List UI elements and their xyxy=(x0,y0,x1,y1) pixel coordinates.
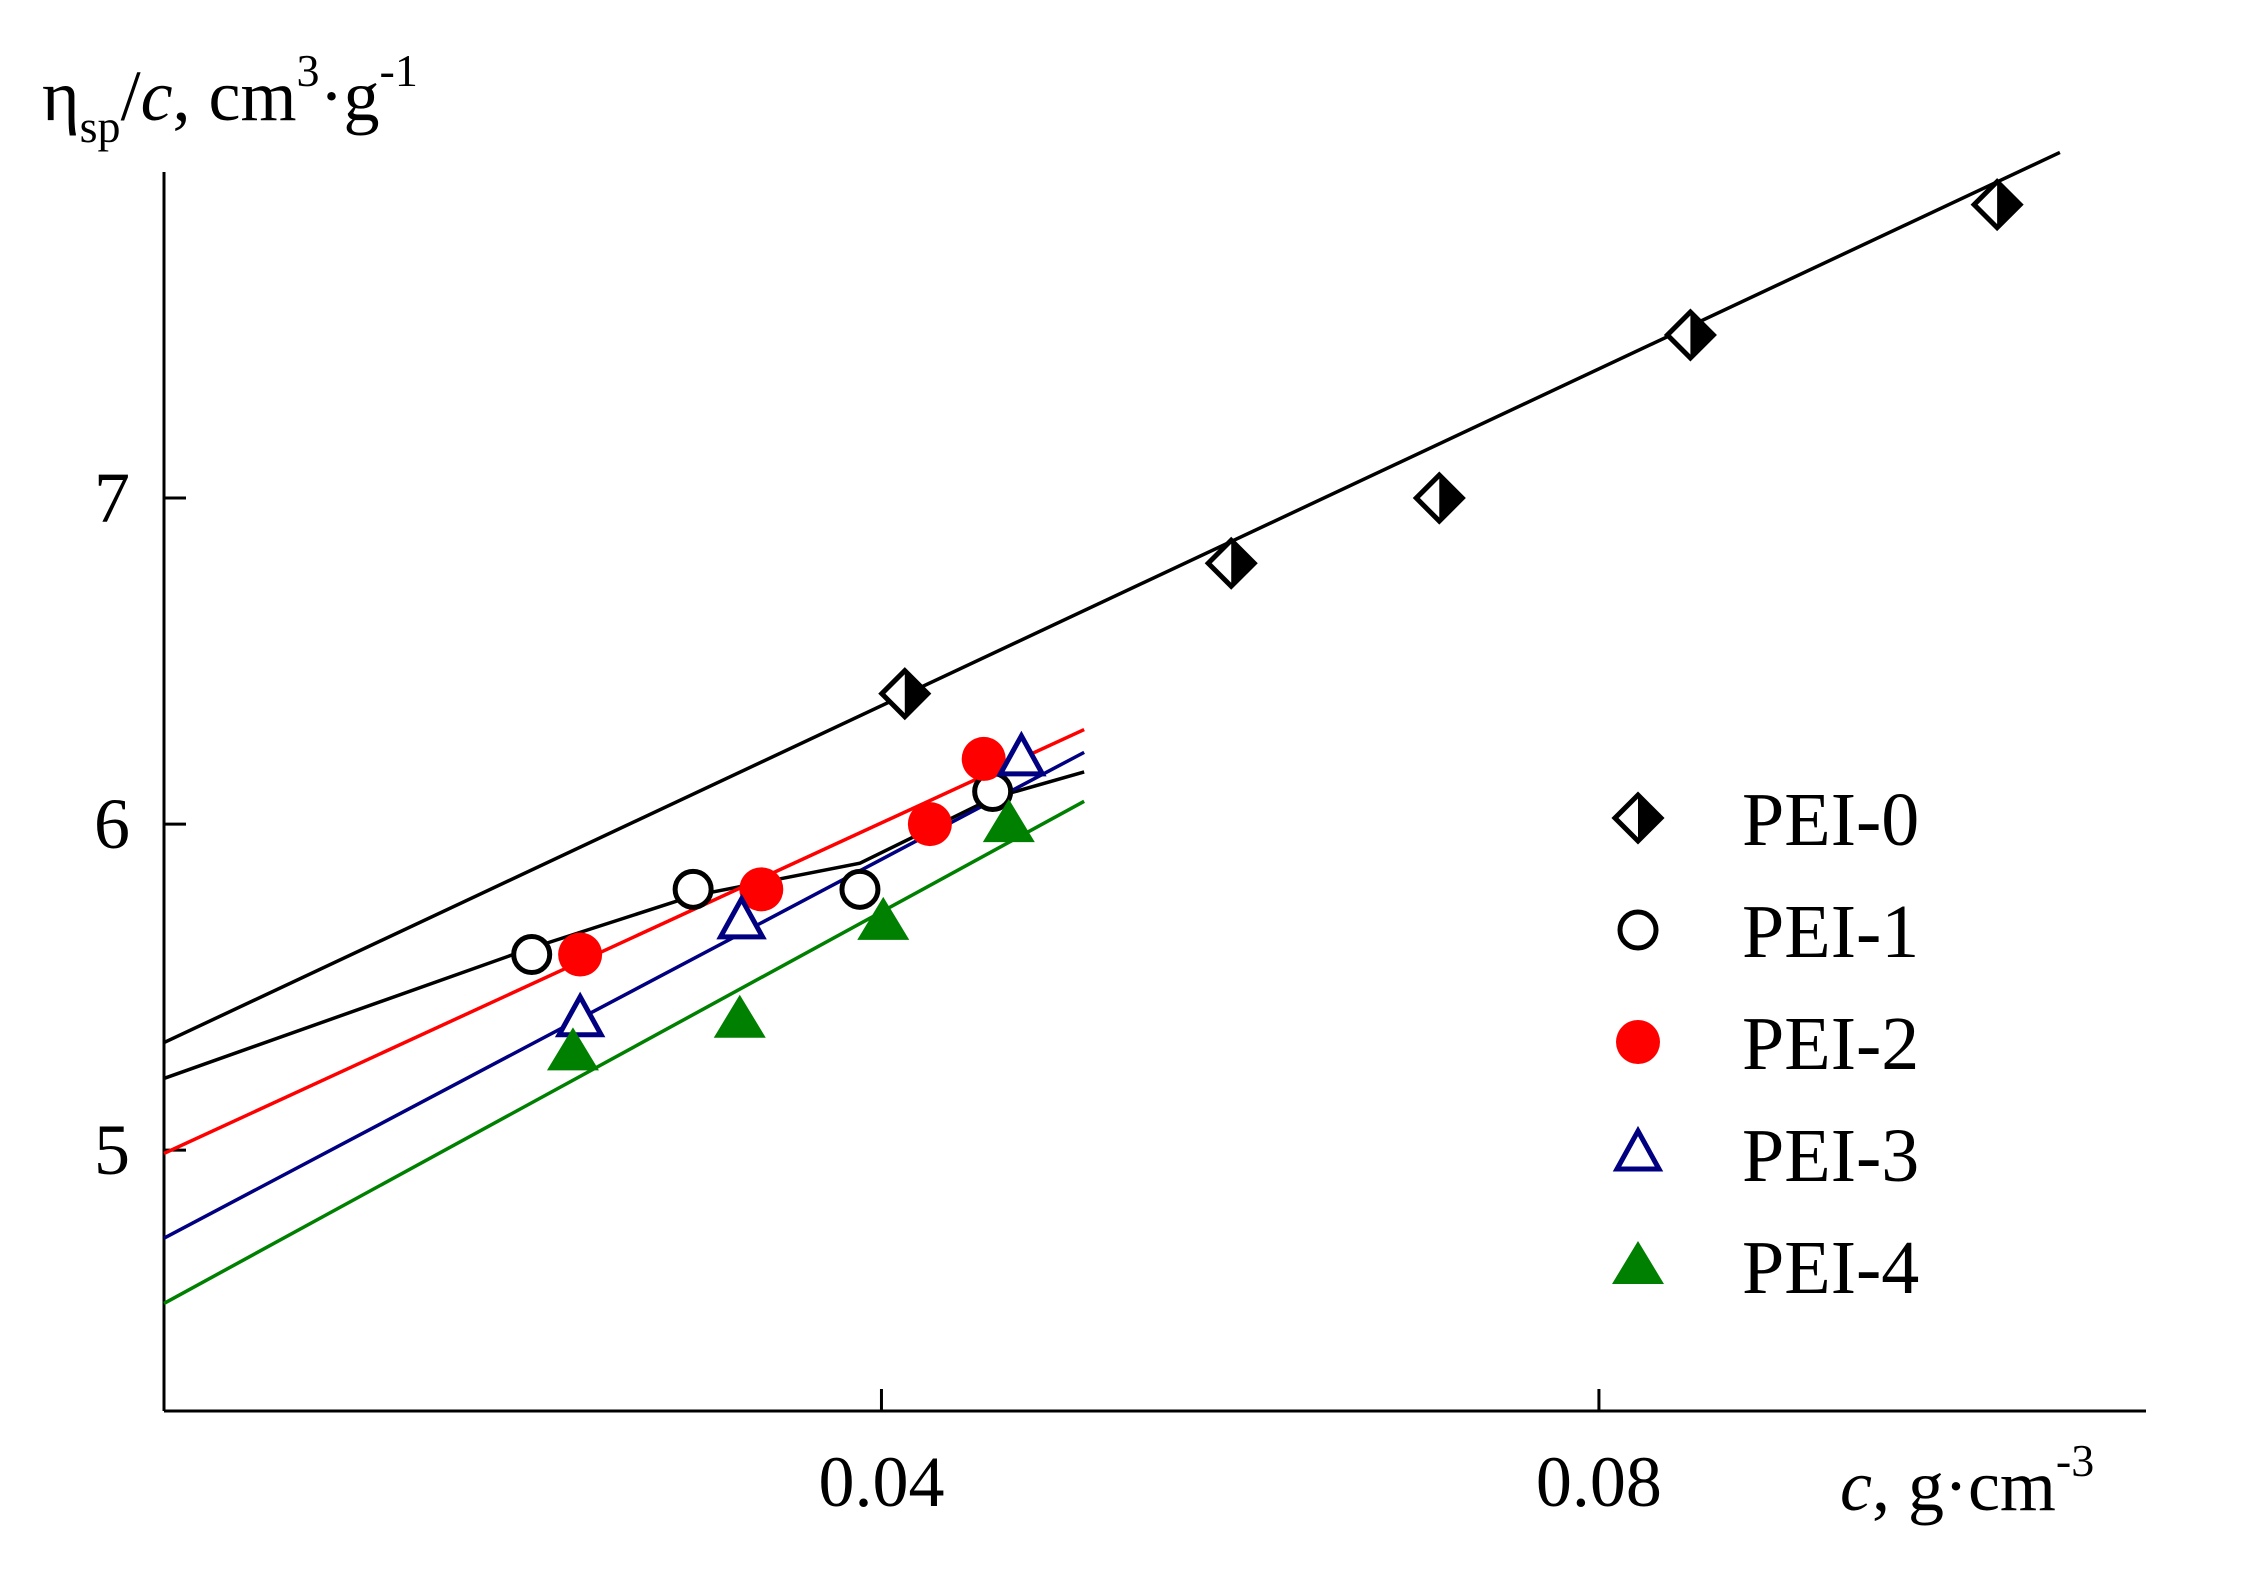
point-pei-0-1 xyxy=(1204,536,1258,590)
point-pei-2-1 xyxy=(739,867,784,912)
point-pei-4-2 xyxy=(857,896,910,940)
axis-ticks: 0.04 0.08 5 6 7 xyxy=(94,458,1662,1522)
point-pei-3-0 xyxy=(554,991,606,1038)
x-tick-label-0: 0.04 xyxy=(818,1442,944,1522)
y-tick-label-0: 5 xyxy=(94,1110,130,1190)
y-title-sup2: -1 xyxy=(380,45,418,96)
fit-lines xyxy=(163,150,2061,1305)
point-pei-4-0 xyxy=(546,1027,599,1071)
point-pei-3-1 xyxy=(716,893,767,940)
legend: PEI-0 PEI-1 PEI-2 PEI-3 PEI-4 xyxy=(1611,778,1919,1310)
point-pei-2-2 xyxy=(907,802,952,847)
y-title-units: , cm xyxy=(173,56,297,136)
y-title-dot: ·g xyxy=(320,56,380,136)
point-pei-2-3 xyxy=(961,736,1006,781)
legend-label-pei-3: PEI-3 xyxy=(1742,1114,1919,1198)
x-tick-label-1: 0.08 xyxy=(1536,1442,1662,1522)
y-tick-label-1: 6 xyxy=(94,784,130,864)
legend-marker-pei-0 xyxy=(1611,791,1665,845)
x-axis-title: c, g·cm-3 xyxy=(1840,1435,2094,1526)
y-title-var: c xyxy=(141,56,173,136)
legend-marker-pei-4 xyxy=(1612,1241,1664,1284)
plot-area: 0.04 0.08 5 6 7 xyxy=(94,150,2146,1522)
y-title-eta: η xyxy=(42,56,80,136)
fit-line-pei-0 xyxy=(163,150,2061,1045)
y-axis-title: ηsp/c, cm3·g-1 xyxy=(42,45,418,152)
y-title-slash: / xyxy=(121,56,141,136)
point-pei-0-3 xyxy=(1663,308,1717,362)
data-markers xyxy=(511,178,2024,1071)
fit-line-pei-4 xyxy=(163,799,1085,1305)
point-pei-1-1 xyxy=(672,868,714,910)
point-pei-2-0 xyxy=(558,932,603,977)
x-title-var: c xyxy=(1840,1446,1872,1526)
legend-label-pei-0: PEI-0 xyxy=(1742,778,1919,862)
y-tick-label-2: 7 xyxy=(94,458,130,538)
point-pei-4-1 xyxy=(713,994,766,1038)
legend-label-pei-1: PEI-1 xyxy=(1742,890,1919,974)
point-pei-0-4 xyxy=(1970,178,2024,232)
x-title-units: , g·cm xyxy=(1872,1446,2056,1526)
legend-marker-pei-3 xyxy=(1612,1125,1664,1172)
point-pei-3-2 xyxy=(996,730,1047,777)
legend-label-pei-2: PEI-2 xyxy=(1742,1002,1919,1086)
y-title-sup1: 3 xyxy=(297,45,320,96)
point-pei-0-2 xyxy=(1412,471,1466,525)
legend-label-pei-4: PEI-4 xyxy=(1742,1226,1919,1310)
legend-marker-pei-1 xyxy=(1617,909,1659,951)
fit-line-pei-2 xyxy=(163,727,1085,1156)
y-title-sub: sp xyxy=(80,101,121,152)
x-title-sup: -3 xyxy=(2056,1435,2094,1486)
point-pei-1-2 xyxy=(839,868,881,910)
legend-marker-pei-2 xyxy=(1616,1020,1660,1064)
point-pei-4-3 xyxy=(982,799,1035,843)
point-pei-1-0 xyxy=(511,934,553,976)
point-pei-0-0 xyxy=(878,667,932,721)
